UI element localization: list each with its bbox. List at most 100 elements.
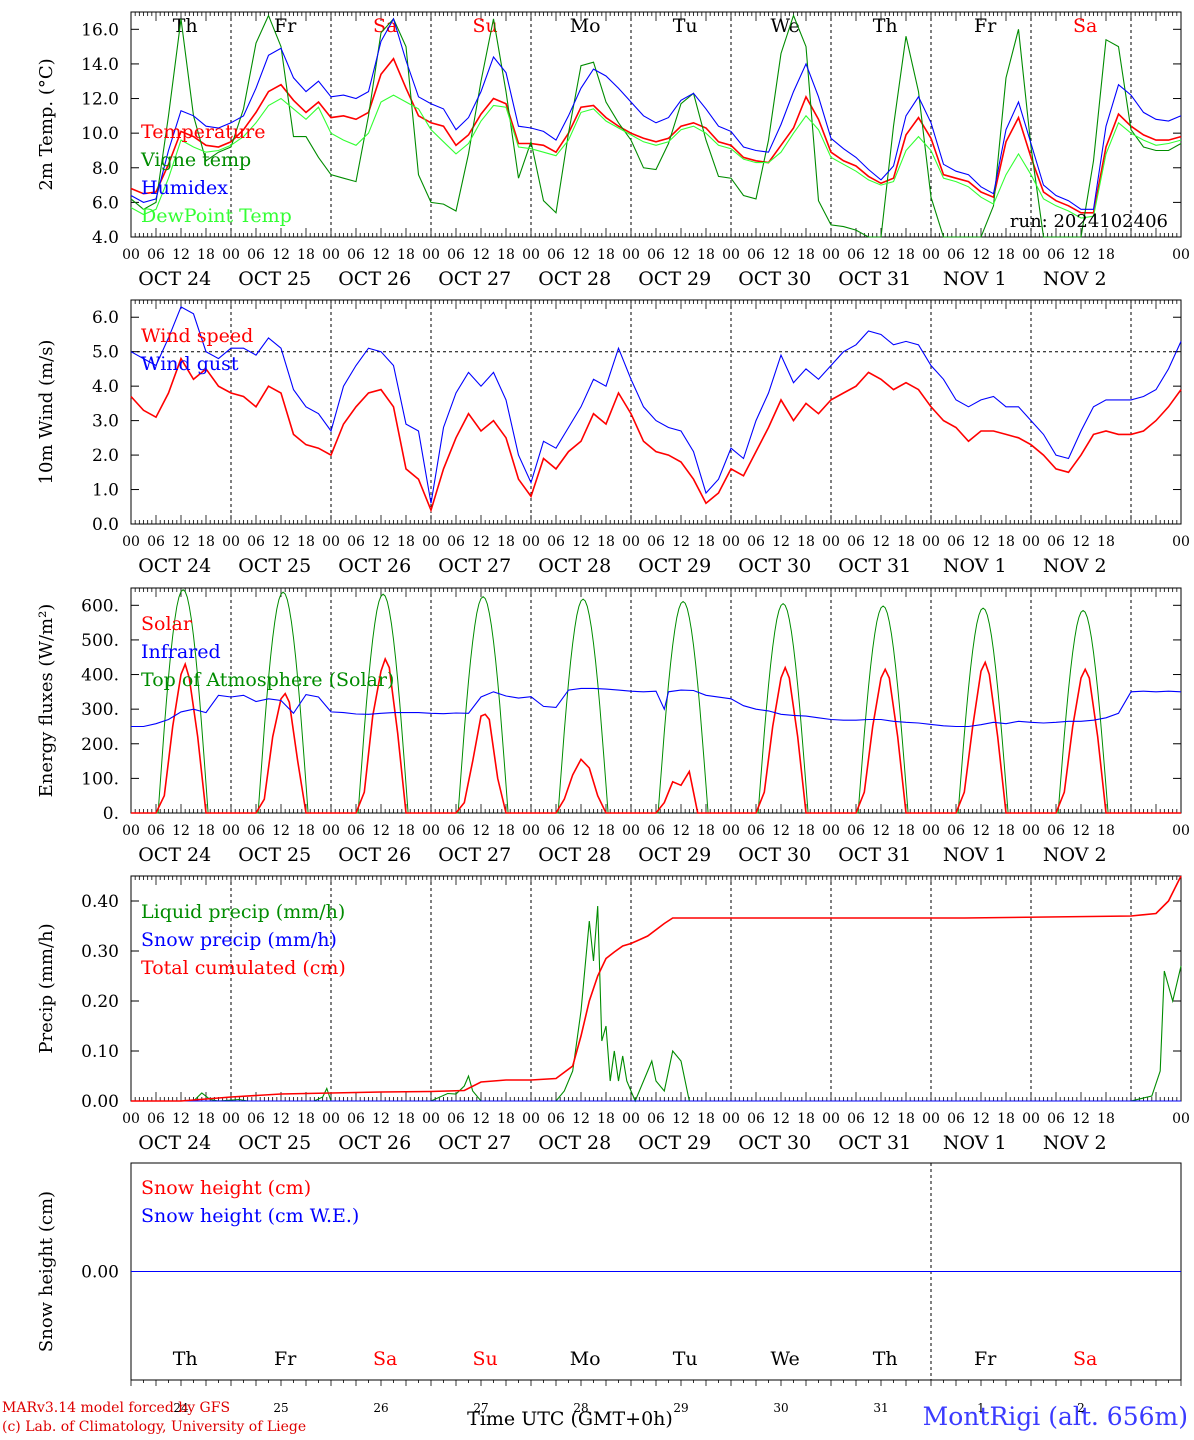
- hour-label: 06: [947, 1111, 965, 1127]
- date-label: OCT 27: [438, 1132, 511, 1154]
- hour-label: 06: [447, 534, 465, 550]
- date-label: OCT 28: [538, 1132, 611, 1154]
- y-tick-label: 0.00: [81, 1263, 119, 1283]
- hour-label: 12: [672, 823, 690, 839]
- hour-label: 00: [1172, 1111, 1190, 1127]
- hour-label: 12: [272, 247, 290, 263]
- day-name: We: [771, 15, 800, 37]
- day-number: 26: [373, 1401, 388, 1415]
- y-axis-label: 10m Wind (m/s): [36, 340, 57, 485]
- hour-label: 12: [872, 534, 890, 550]
- date-label: OCT 30: [738, 555, 811, 577]
- date-label: OCT 31: [838, 268, 911, 290]
- hour-label: 00: [922, 823, 940, 839]
- hour-label: 06: [447, 1111, 465, 1127]
- run-label: run: 2024102406: [1010, 211, 1168, 232]
- date-label: OCT 26: [338, 555, 411, 577]
- hour-label: 00: [722, 247, 740, 263]
- hour-label: 06: [547, 247, 565, 263]
- hour-label: 00: [1172, 247, 1190, 263]
- hour-label: 06: [147, 534, 165, 550]
- date-label: OCT 25: [238, 1132, 311, 1154]
- hour-label: 12: [672, 534, 690, 550]
- panel-2: 0.0 1.0 2.0 3.0 4.0 5.0 6.0 10m Wind (m/s) 00 06 1…: [36, 299, 1190, 577]
- hour-label: 18: [597, 534, 615, 550]
- date-label: OCT 24: [138, 844, 211, 866]
- date-label: OCT 27: [438, 555, 511, 577]
- day-number: 2: [1077, 1401, 1085, 1415]
- hour-label: 06: [347, 1111, 365, 1127]
- hour-label: 06: [847, 1111, 865, 1127]
- hour-label: 18: [1097, 247, 1115, 263]
- date-label: NOV 1: [943, 268, 1007, 290]
- date-label: NOV 1: [943, 844, 1007, 866]
- hour-label: 00: [1022, 247, 1040, 263]
- legend-entry: Snow height (cm): [141, 1177, 311, 1199]
- hour-label: 06: [947, 247, 965, 263]
- hour-label: 18: [697, 247, 715, 263]
- panel-4: 0.00 0.10 0.20 0.30 0.40 Precip (mm/h) 00 06 12 1…: [36, 875, 1190, 1154]
- hour-label: 00: [1172, 534, 1190, 550]
- hour-label: 12: [972, 247, 990, 263]
- hour-label: 18: [797, 823, 815, 839]
- station-label: MontRigi (alt. 656m): [922, 1402, 1188, 1431]
- day-name: Sa: [1073, 15, 1097, 37]
- day-name: Tu: [673, 1348, 698, 1370]
- hour-label: 18: [597, 1111, 615, 1127]
- hour-label: 06: [447, 823, 465, 839]
- day-name: Fr: [274, 1348, 297, 1370]
- infrared-line: [131, 687, 1182, 728]
- hour-label: 00: [322, 534, 340, 550]
- hour-label: 12: [372, 534, 390, 550]
- hour-label: 12: [572, 1111, 590, 1127]
- date-label: OCT 26: [338, 268, 411, 290]
- legend-entry: Temperature: [141, 121, 265, 143]
- y-tick-label: 100.: [81, 769, 119, 789]
- liquid-precip-mm-h-line: [131, 905, 1182, 1103]
- hour-label: 18: [1097, 1111, 1115, 1127]
- date-label: OCT 30: [738, 1132, 811, 1154]
- hour-label: 12: [972, 823, 990, 839]
- hour-label: 18: [797, 534, 815, 550]
- date-label: OCT 26: [338, 844, 411, 866]
- date-label: OCT 24: [138, 1132, 211, 1154]
- y-tick-label: 600.: [81, 596, 119, 616]
- y-tick-label: 300.: [81, 700, 119, 720]
- hour-label: 12: [1072, 247, 1090, 263]
- y-tick-label: 6.0: [92, 308, 119, 328]
- hour-label: 00: [822, 247, 840, 263]
- hour-label: 00: [322, 247, 340, 263]
- hour-label: 06: [247, 247, 265, 263]
- hour-label: 06: [147, 823, 165, 839]
- hour-label: 00: [122, 1111, 140, 1127]
- wind-gust-line: [130, 306, 1182, 504]
- legend-entry: Wind gust: [141, 353, 239, 375]
- temperature-line: [130, 57, 1182, 214]
- hour-label: 18: [297, 1111, 315, 1127]
- hour-label: 00: [1172, 823, 1190, 839]
- hour-label: 18: [497, 1111, 515, 1127]
- y-tick-label: 0.10: [81, 1042, 119, 1062]
- hour-label: 06: [347, 247, 365, 263]
- hour-label: 06: [247, 823, 265, 839]
- day-name: Su: [473, 15, 498, 37]
- vigne-temp-line: [130, 13, 1182, 238]
- date-label: OCT 27: [438, 268, 511, 290]
- hour-label: 18: [197, 823, 215, 839]
- hour-label: 00: [422, 1111, 440, 1127]
- total-cumulated-cm-line: [131, 875, 1182, 1102]
- y-tick-label: 0.20: [81, 992, 119, 1012]
- date-label: OCT 25: [238, 555, 311, 577]
- hour-label: 06: [847, 534, 865, 550]
- day-number: 27: [473, 1401, 488, 1415]
- hour-label: 00: [622, 1111, 640, 1127]
- hour-label: 00: [422, 247, 440, 263]
- legend-entry: Snow precip (mm/h): [141, 929, 337, 951]
- date-label: OCT 31: [838, 555, 911, 577]
- hour-label: 18: [997, 534, 1015, 550]
- hour-label: 00: [622, 247, 640, 263]
- hour-label: 00: [822, 1111, 840, 1127]
- humidex-line: [130, 17, 1182, 210]
- y-tick-label: 0.0: [92, 515, 119, 535]
- hour-label: 06: [347, 823, 365, 839]
